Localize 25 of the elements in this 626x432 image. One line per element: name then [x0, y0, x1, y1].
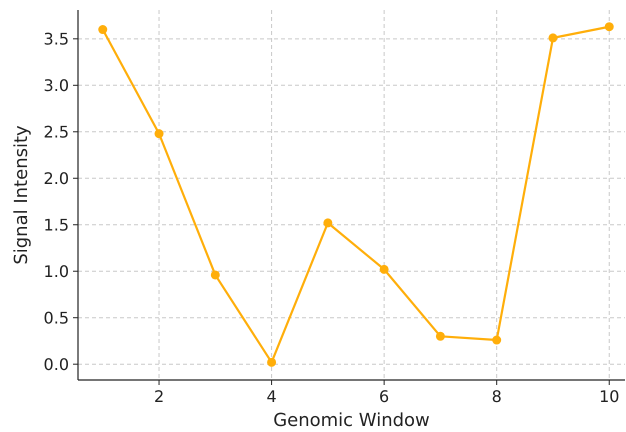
y-axis-title: Signal Intensity: [11, 124, 32, 265]
x-tick-label: 4: [266, 387, 277, 406]
point: [548, 33, 558, 42]
y-tick-label: 2.0: [44, 168, 69, 188]
y-tick-label: 2.5: [44, 122, 69, 142]
point: [492, 336, 502, 345]
x-tick-label: 8: [492, 387, 502, 406]
point: [436, 332, 445, 341]
x-tick-label: 2: [154, 387, 164, 406]
y-tick-label: 3.5: [44, 29, 69, 48]
point: [267, 358, 276, 367]
y-tick-label: 3.0: [44, 76, 69, 95]
x-tick-label: 10: [599, 387, 620, 406]
y-tick-label: 1.5: [44, 215, 69, 234]
point: [154, 129, 164, 138]
point: [323, 218, 332, 228]
y-tick-label: 0.5: [44, 308, 69, 328]
point: [380, 264, 389, 274]
point: [604, 22, 614, 32]
x-axis-title: Genomic Window: [273, 410, 430, 431]
point: [210, 270, 220, 280]
point: [98, 25, 108, 34]
y-tick-label: 0.0: [44, 354, 69, 374]
y-tick-label: 1.0: [44, 262, 69, 281]
x-tick-label: 6: [379, 387, 390, 406]
